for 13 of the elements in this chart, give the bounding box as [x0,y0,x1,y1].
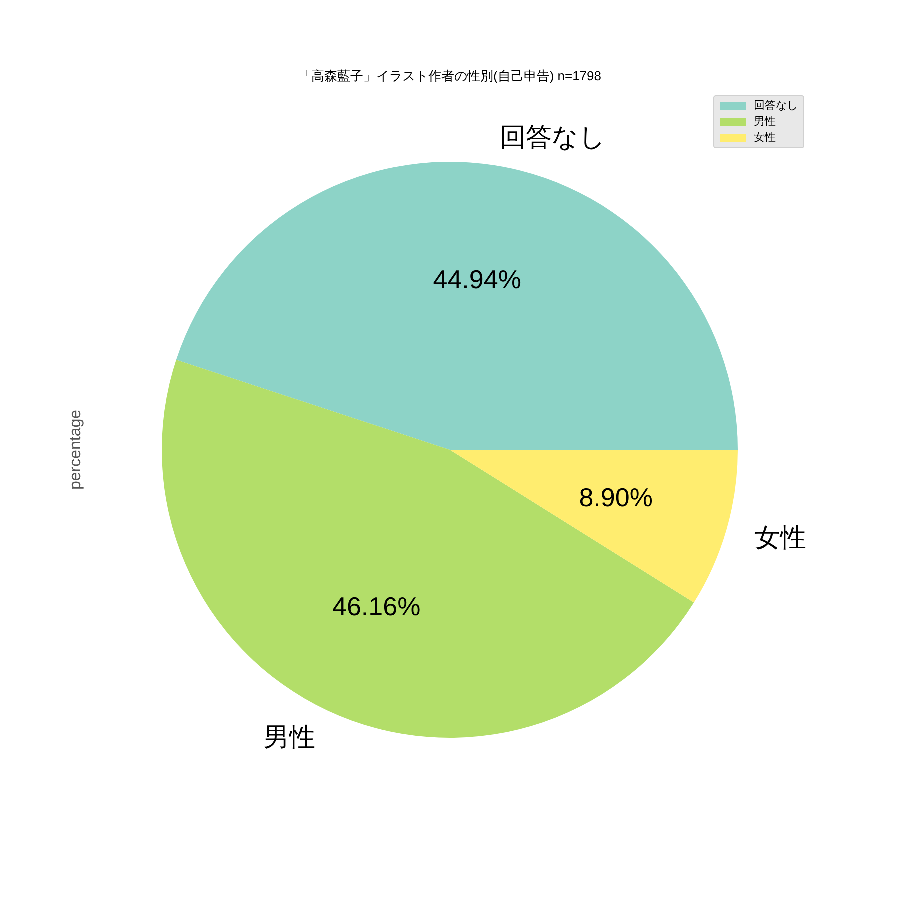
chart-title: 「高森藍子」イラスト作者の性別(自己申告) n=1798 [298,68,602,84]
pie-slice [176,162,738,450]
legend-label: 回答なし [754,100,798,112]
slice-label: 女性 [754,522,806,552]
data-label: 8.90% [579,482,653,513]
data-label: 46.16% [332,591,421,622]
data-label: 44.94% [433,264,522,294]
legend-label: 男性 [754,116,776,128]
pie-slice [450,450,738,603]
text: percentage [68,410,84,490]
legend-label: 女性 [754,132,776,144]
slice-label: 回答なし [500,122,606,152]
slice-label: 男性 [263,722,316,752]
